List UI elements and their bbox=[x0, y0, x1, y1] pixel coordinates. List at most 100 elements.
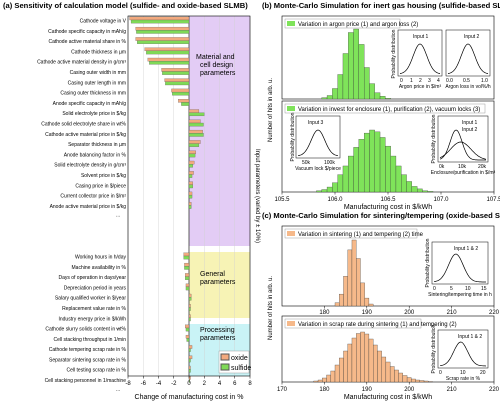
inset-tick: 1 bbox=[410, 78, 413, 84]
histogram-bar bbox=[316, 190, 322, 193]
category-label: Casing outer thickness in mm bbox=[60, 91, 126, 97]
histogram-bar bbox=[351, 239, 357, 307]
tick-label: -6 bbox=[141, 381, 147, 387]
histogram-bar bbox=[326, 186, 333, 193]
histogram-bar bbox=[358, 44, 365, 100]
tick-label: 107.5 bbox=[486, 197, 500, 203]
bar-oxide bbox=[188, 129, 203, 134]
category-label: Separator sintering scrap rate in % bbox=[49, 357, 127, 363]
panel-b-bottom-bars bbox=[316, 129, 434, 193]
bar-oxide bbox=[183, 252, 190, 257]
group-label-general-2: parameters bbox=[200, 279, 236, 286]
histogram-bar bbox=[364, 333, 370, 383]
inset-tick: 0 bbox=[400, 78, 403, 84]
bar-sulfide bbox=[188, 297, 192, 301]
tick-label: 4 bbox=[218, 381, 222, 387]
bar-sulfide bbox=[184, 266, 190, 270]
category-label: Casing price in $/piece bbox=[75, 183, 126, 189]
panel-b-title: (b) Monte-Carlo Simulation for inert gas… bbox=[262, 1, 500, 10]
bar-oxide bbox=[178, 99, 190, 103]
inset-tick: 3 bbox=[428, 78, 431, 84]
histogram-bar bbox=[406, 377, 412, 383]
category-label: Cathode voltage in V bbox=[80, 19, 127, 25]
bar-oxide bbox=[135, 37, 190, 41]
group-label-processing-2: parameters bbox=[200, 335, 236, 342]
inset-tick: 2 bbox=[419, 78, 422, 84]
category-label: Cathode active material density in g/cm³ bbox=[37, 60, 126, 66]
bar-oxide bbox=[188, 314, 191, 318]
histogram-bar bbox=[368, 303, 374, 307]
histogram-bar bbox=[390, 155, 397, 193]
category-label: Salary qualified worker in $/year bbox=[55, 296, 126, 302]
inset-legend: Input 1 & 2 bbox=[454, 246, 478, 252]
bar-sulfide bbox=[188, 307, 191, 311]
histogram-bar bbox=[317, 379, 323, 383]
histogram-bar bbox=[369, 83, 375, 100]
tick-label: 200 bbox=[404, 310, 415, 316]
inset-curve bbox=[439, 129, 486, 161]
tick-label: 220 bbox=[489, 310, 500, 316]
inset-ylabel: Probability distribution bbox=[425, 238, 431, 287]
inset-argon-loss: Input 2 0.0 0.5 1.0 Argon loss in vol%/h bbox=[445, 29, 491, 90]
histogram-bar bbox=[360, 282, 365, 307]
bar-sulfide bbox=[188, 174, 193, 178]
bar-sulfide bbox=[186, 338, 190, 342]
group-label-material-1: Material and bbox=[196, 54, 235, 61]
histogram-bar bbox=[423, 380, 429, 383]
tick-label: 190 bbox=[362, 310, 373, 316]
bar-oxide bbox=[147, 57, 190, 62]
inset-curve bbox=[439, 141, 487, 160]
tick-label: 0 bbox=[187, 381, 191, 387]
bar-oxide bbox=[184, 262, 190, 267]
panel-c-top-label: Variation in sintering (1) and tempering… bbox=[298, 232, 424, 238]
bar-sulfide bbox=[185, 276, 190, 280]
inset-xlabel: Vacuum lock $/piece bbox=[295, 166, 341, 172]
inset-tick: 20k bbox=[478, 164, 487, 170]
tick-label: -4 bbox=[156, 381, 162, 387]
histogram-bar bbox=[342, 165, 349, 193]
histogram-bar bbox=[415, 379, 420, 383]
histogram-bar bbox=[347, 249, 353, 307]
bar-oxide bbox=[188, 293, 192, 298]
bar-sulfide bbox=[185, 286, 190, 291]
bar-oxide bbox=[188, 140, 201, 144]
category-label: Cathode slurry solids content in wt% bbox=[45, 327, 126, 333]
category-label: Replacement value rate in % bbox=[62, 306, 126, 312]
bar-sulfide bbox=[188, 112, 205, 117]
bar-sulfide bbox=[149, 61, 190, 65]
inset-tick: 10 bbox=[460, 370, 466, 376]
legend-label-oxide: oxide bbox=[231, 355, 248, 362]
tick-label: 8 bbox=[248, 381, 252, 387]
histogram-bar bbox=[353, 28, 359, 100]
panel-c-bottom-x-ticks: 170 180 190 200 210 220 bbox=[277, 382, 500, 393]
tick-label: -2 bbox=[171, 381, 177, 387]
panel-a-legend: oxide sulfide bbox=[218, 350, 251, 374]
histogram-bar bbox=[398, 372, 403, 383]
histogram-bar bbox=[385, 145, 391, 193]
inset-tick: 20 bbox=[480, 370, 486, 376]
histogram-bar bbox=[356, 258, 361, 307]
inset-xlabel: Enclosure/purification in $/m³ bbox=[431, 170, 496, 176]
bar-sulfide bbox=[136, 30, 190, 34]
histogram-bar bbox=[369, 129, 375, 193]
panel-c-top-swatch bbox=[287, 231, 295, 236]
bar-oxide bbox=[188, 191, 193, 196]
histogram-bar bbox=[337, 74, 344, 100]
panel-b-xlabel: Manufacturing cost in $/kWh bbox=[344, 204, 432, 211]
histogram-bar bbox=[389, 366, 395, 383]
histogram-bar bbox=[334, 302, 340, 307]
bar-sulfide bbox=[188, 133, 204, 137]
inset-ylabel: Probability distribution bbox=[290, 112, 296, 161]
histogram-bar bbox=[342, 53, 349, 100]
bar-oxide bbox=[188, 171, 194, 175]
tick-label: 106.5 bbox=[380, 197, 396, 203]
panel-b-top-swatch bbox=[287, 21, 295, 26]
tick-label: 210 bbox=[447, 387, 458, 393]
histogram-bar bbox=[374, 131, 381, 193]
bar-oxide bbox=[164, 78, 190, 82]
bar-oxide bbox=[188, 109, 200, 113]
inset-tick: 50k bbox=[302, 160, 311, 166]
histogram-bar bbox=[348, 32, 354, 100]
tick-label: 180 bbox=[319, 310, 330, 316]
category-label: Cathode active material price in $/kg bbox=[45, 132, 126, 138]
